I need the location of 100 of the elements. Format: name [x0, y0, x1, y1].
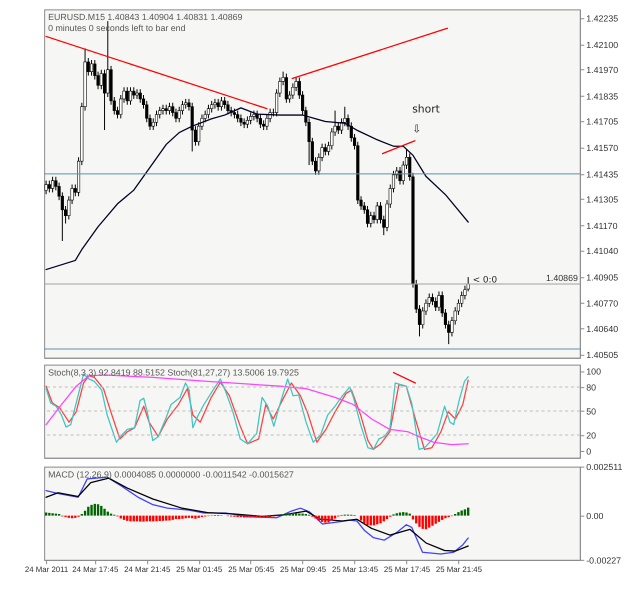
bar	[330, 516, 333, 520]
candlestick	[100, 69, 103, 90]
bar	[120, 516, 122, 519]
bar	[415, 516, 418, 524]
candlestick	[258, 114, 262, 129]
candlestick	[164, 104, 168, 115]
bar	[422, 516, 424, 529]
candlestick	[213, 98, 216, 110]
y-tick-label: 1.41570	[586, 143, 618, 153]
candlestick	[102, 69, 106, 131]
ref-line-label: 1.40869	[546, 273, 578, 284]
bar	[106, 512, 109, 516]
x-tick-label: 24 Mar 2011	[24, 565, 68, 574]
bar	[152, 516, 154, 522]
bar	[158, 516, 161, 522]
x-tick-label: 24 Mar 21:45	[124, 565, 171, 574]
y-tick-label: 1.41435	[586, 169, 618, 180]
bar	[396, 513, 398, 516]
candlestick	[216, 98, 220, 112]
candlestick	[126, 86, 129, 106]
candlestick	[246, 116, 249, 129]
y-tick-label: 1.42235	[586, 14, 618, 24]
candlestick	[252, 110, 256, 121]
bar	[122, 516, 126, 520]
y-tick-label: -0.00227	[586, 555, 622, 566]
y-tick-label: 1.41040	[586, 246, 618, 256]
y-tick-label: 0.002511	[586, 462, 622, 472]
chart-title: Stoch(8,3,3) 92.8419 88.5152 Stoch(81,27,27) 13.5006 19.7925	[48, 367, 299, 378]
y-tick-label: 1.42100	[586, 40, 618, 50]
y-tick-label: 100	[586, 366, 602, 376]
y-tick-label: 1.40505	[586, 350, 618, 360]
bar	[434, 516, 437, 524]
bar	[320, 516, 324, 522]
candlestick	[366, 205, 370, 228]
x-tick-label: 25 Mar 05:45	[228, 565, 275, 574]
candlestick	[135, 88, 139, 100]
bar	[292, 513, 294, 516]
y-tick-label: 50	[586, 406, 596, 416]
x-tick-label: 25 Mar 01:45	[176, 565, 223, 574]
annotation: ⇩	[412, 122, 422, 136]
candlestick	[434, 296, 438, 312]
candlestick	[206, 104, 210, 119]
candlestick	[51, 176, 54, 193]
bar	[314, 516, 317, 519]
y-tick-label: 1.40905	[586, 272, 618, 282]
candlestick	[236, 110, 240, 123]
bar	[294, 513, 298, 516]
bar	[132, 516, 135, 522]
y-tick-label: 1.41970	[586, 65, 618, 76]
bar	[146, 516, 148, 522]
bar	[467, 508, 470, 516]
bar	[376, 516, 378, 524]
bar	[51, 513, 54, 516]
bar	[165, 516, 168, 521]
bar	[363, 516, 366, 524]
x-tick-label: 25 Mar 21:45	[436, 565, 483, 574]
candlestick	[239, 114, 242, 127]
candlestick	[220, 96, 223, 112]
chart-title: EURUSD.M15 1.40843 1.40904 1.40831 1.40869	[48, 12, 243, 22]
bar	[191, 516, 194, 518]
candlestick	[90, 60, 94, 76]
bar	[178, 516, 180, 520]
bar	[94, 504, 96, 516]
candlestick	[154, 110, 158, 127]
y-tick-label: 1.41705	[586, 116, 618, 127]
y-tick-label: 0	[586, 446, 592, 456]
y-tick-label: 0.00	[586, 511, 604, 522]
bar	[298, 513, 301, 516]
candlestick	[48, 180, 51, 193]
bar	[460, 510, 463, 516]
y-tick-label: 1.40640	[586, 324, 618, 334]
x-tick-label: 25 Mar 09:45	[280, 565, 327, 574]
bar	[44, 512, 48, 516]
x-tick-label: 24 Mar 17:45	[72, 565, 119, 574]
bar	[100, 506, 102, 516]
annotation: short	[412, 102, 440, 116]
bar	[370, 516, 372, 526]
candlestick	[284, 73, 288, 104]
candlestick	[324, 143, 327, 156]
y-tick-label: 1.40770	[586, 298, 618, 309]
candlestick	[168, 102, 172, 115]
candlestick	[226, 100, 230, 115]
candlestick	[161, 104, 165, 115]
bar	[428, 516, 430, 528]
candlestick	[376, 202, 379, 224]
y-tick-label: 80	[586, 382, 596, 392]
candlestick	[249, 112, 252, 125]
y-tick-label: 20	[586, 430, 596, 440]
bar	[126, 516, 128, 521]
bar	[172, 516, 174, 520]
bar	[382, 516, 385, 522]
candlestick	[369, 211, 372, 228]
bar	[402, 512, 404, 516]
candlestick	[128, 86, 132, 106]
y-tick-label: 1.41170	[586, 220, 618, 231]
x-tick-label: 25 Mar 17:45	[384, 565, 431, 574]
bar	[48, 512, 51, 516]
candlestick	[242, 118, 246, 129]
candlestick	[232, 108, 236, 119]
candlestick	[190, 102, 194, 152]
